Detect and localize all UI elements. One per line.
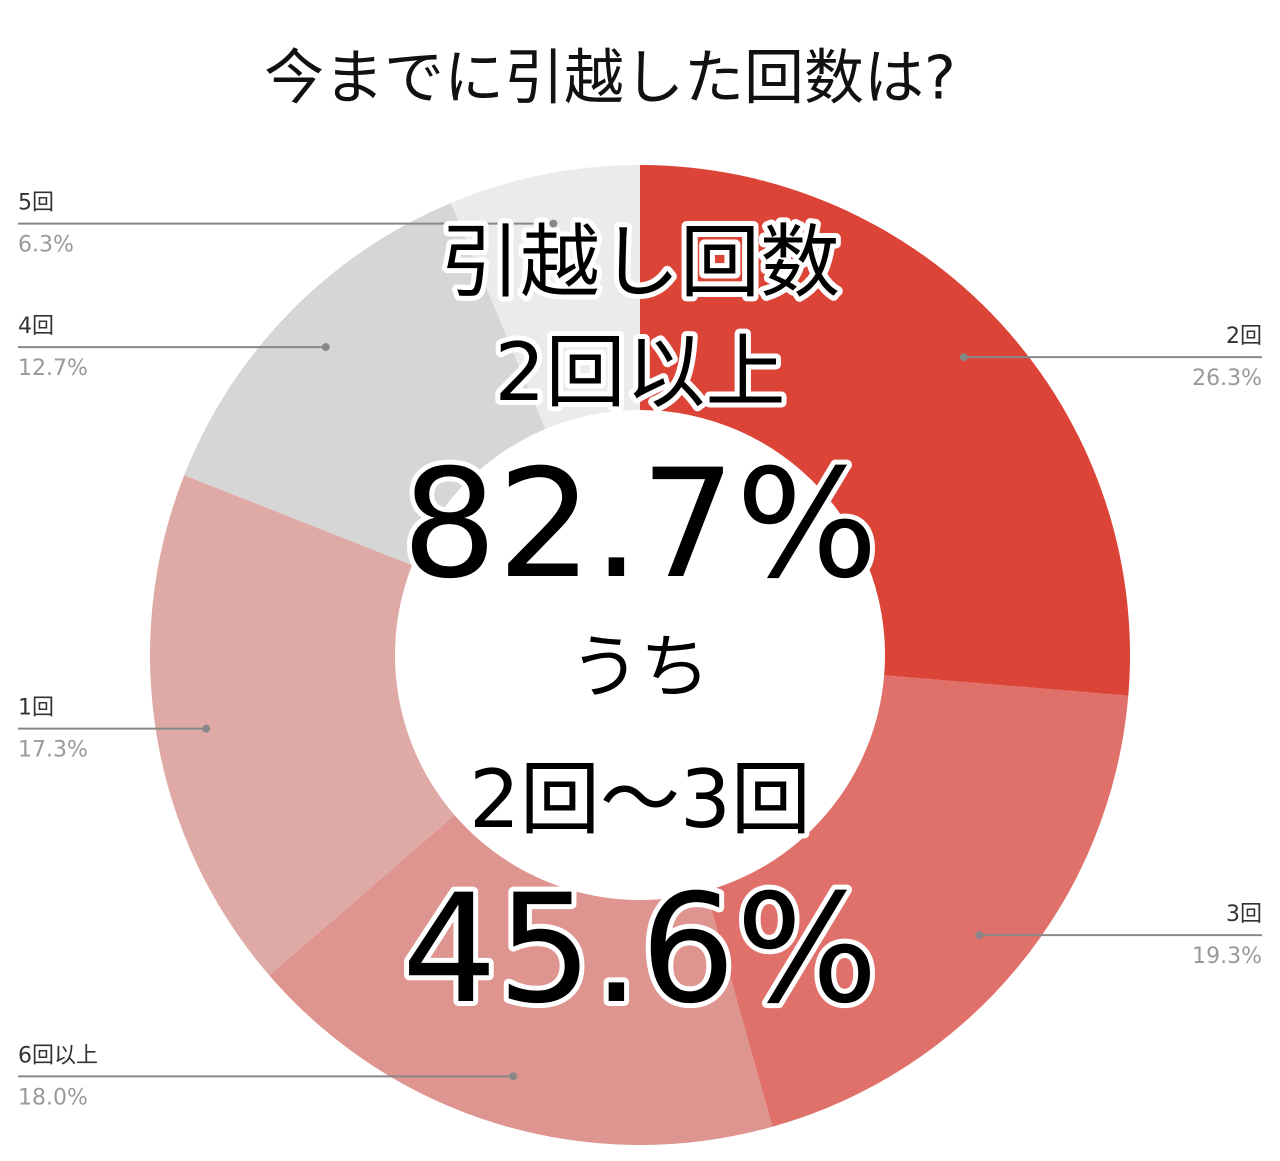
slice-label: 1回 <box>18 696 54 721</box>
slice <box>269 815 773 1145</box>
annotation: 引越し回数 <box>440 216 840 309</box>
leader-dot <box>509 1072 518 1081</box>
slice <box>640 165 1130 696</box>
slice-value-label: 6.3% <box>18 233 74 258</box>
slice-label: 6回以上 <box>18 1043 98 1068</box>
slice-value-label: 19.3% <box>1192 944 1262 969</box>
slice <box>706 675 1129 1127</box>
slice <box>450 165 640 429</box>
slice-label: 3回 <box>1226 902 1262 927</box>
annotation: 82.7% <box>402 438 879 612</box>
leader-dot <box>549 219 558 228</box>
slice <box>149 475 455 976</box>
slice-value-label: 18.0% <box>18 1085 88 1110</box>
leader-dot <box>975 931 984 940</box>
slice-value-label: 12.7% <box>18 356 88 381</box>
leader-dot <box>202 724 211 733</box>
slice-label: 5回 <box>18 191 54 216</box>
annotation: 2回〜3回 <box>469 753 811 846</box>
slice-label: 2回 <box>1226 324 1262 349</box>
leader-dot <box>959 353 968 362</box>
chart-title: 今までに引越した回数は? <box>264 44 956 114</box>
slice-value-label: 17.3% <box>18 738 88 763</box>
annotation: うち <box>570 626 710 708</box>
annotation: 45.6% <box>402 863 879 1037</box>
slice-label: 4回 <box>18 314 54 339</box>
leader-dot <box>321 343 330 352</box>
annotation: 2回以上 <box>495 326 786 419</box>
slice <box>184 202 546 566</box>
slice-value-label: 26.3% <box>1192 366 1262 391</box>
